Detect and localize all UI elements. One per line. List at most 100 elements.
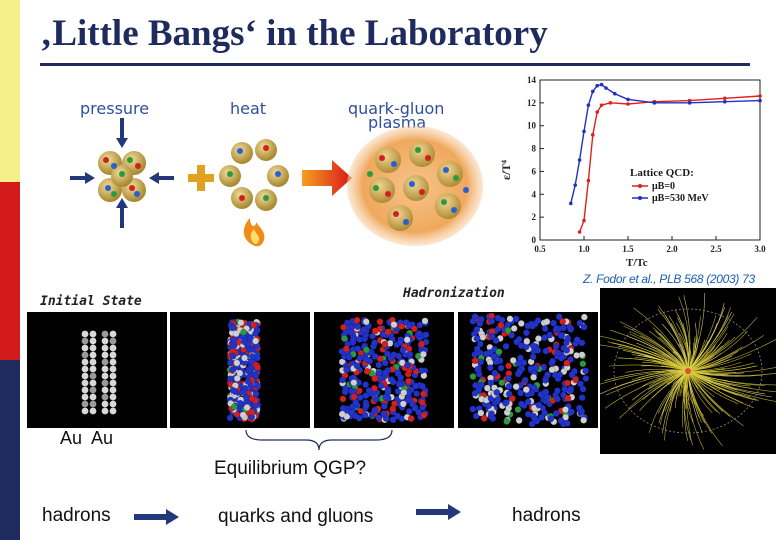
nucleon — [81, 400, 89, 408]
pressure-label: pressure — [80, 99, 149, 118]
parton — [577, 380, 584, 388]
nucleon — [89, 386, 97, 394]
parton — [513, 338, 521, 346]
parton — [362, 381, 370, 389]
parton — [530, 373, 538, 381]
parton — [400, 389, 408, 397]
parton — [380, 402, 388, 410]
parton — [535, 335, 542, 343]
parton — [338, 410, 346, 418]
chart-x-axis-label: T/Tc — [626, 257, 648, 269]
nucleon — [101, 330, 109, 338]
parton — [524, 398, 532, 406]
nucleon — [81, 372, 89, 380]
parton — [505, 390, 513, 398]
parton — [582, 375, 590, 382]
parton — [420, 390, 427, 398]
parton — [516, 368, 524, 376]
parton — [362, 318, 370, 326]
parton — [535, 401, 543, 409]
parton — [382, 393, 390, 401]
track — [687, 326, 729, 372]
nucleon — [81, 379, 89, 387]
series-1-point — [577, 230, 582, 234]
parton — [505, 382, 513, 390]
parton — [252, 390, 260, 398]
nucleon — [101, 393, 109, 401]
parton — [564, 394, 572, 402]
parton — [395, 381, 403, 388]
parton — [494, 395, 502, 403]
track — [605, 370, 689, 409]
series-1-point — [608, 101, 613, 105]
parton — [471, 389, 479, 397]
nucleon — [101, 400, 109, 408]
track — [687, 370, 713, 414]
parton — [381, 340, 389, 348]
nucleon — [89, 330, 97, 338]
parton — [361, 411, 369, 419]
parton — [415, 330, 423, 337]
parton — [503, 418, 511, 425]
parton — [363, 368, 371, 375]
parton — [541, 325, 549, 333]
heat-nucleons — [219, 139, 289, 211]
illustration-svg: pressure heat quark-gluon plasma — [70, 99, 483, 247]
track — [687, 370, 715, 398]
qgp-fireball — [338, 316, 430, 424]
parton — [226, 359, 234, 367]
flow-item-hadrons-final: hadrons — [512, 505, 581, 526]
parton — [529, 353, 537, 361]
nucleon — [89, 400, 97, 408]
track — [625, 368, 689, 373]
series-2-point — [599, 82, 604, 87]
parton — [389, 416, 397, 424]
y-tick-label: 8 — [532, 144, 537, 154]
parton — [241, 354, 248, 362]
parton — [389, 405, 397, 413]
parton — [486, 364, 494, 372]
nucleon — [109, 330, 117, 338]
parton — [567, 326, 575, 333]
legend-series-1: μB=0 — [652, 181, 675, 192]
track — [687, 370, 776, 392]
parton — [579, 360, 587, 368]
heat-label: heat — [230, 99, 266, 118]
parton — [553, 325, 561, 332]
parton — [349, 336, 357, 344]
snapshot-qgp — [314, 312, 454, 428]
side-bar-navy — [0, 360, 20, 540]
parton — [487, 379, 495, 387]
parton — [244, 378, 252, 385]
chart-credit: Z. Fodor et al., PLB 568 (2003) 73 — [583, 272, 755, 286]
parton — [342, 345, 350, 353]
parton — [407, 415, 415, 422]
lattice-qcd-chart: 0.5 1.0 1.5 2.0 2.5 3.0 0 2 4 6 8 10 12 14 ε/T⁴ T/Tc … — [496, 70, 780, 270]
chart-legend: Lattice QCD: μB=0 μB=530 MeV — [630, 167, 709, 204]
x-tick-label: 3.0 — [754, 244, 766, 254]
nucleon — [101, 344, 109, 352]
parton — [473, 335, 481, 343]
parton — [376, 318, 384, 326]
qgp-blob — [347, 126, 483, 246]
parton — [415, 408, 423, 416]
parton — [396, 338, 404, 346]
parton — [250, 321, 258, 329]
parton — [562, 406, 569, 414]
track — [687, 332, 728, 372]
parton — [517, 389, 525, 397]
parton — [369, 332, 377, 340]
parton — [405, 396, 413, 404]
parton — [252, 330, 260, 337]
parton — [473, 345, 481, 353]
nucleon — [81, 358, 89, 366]
series-2-point — [573, 183, 577, 187]
parton — [239, 411, 247, 419]
transition-arrow — [302, 160, 352, 196]
track — [687, 315, 729, 372]
parton — [492, 337, 500, 344]
pressure-heat-illustration: pressure heat quark-gluon plasma — [70, 78, 500, 258]
parton — [398, 322, 406, 330]
series-1-point — [591, 133, 595, 137]
series-1-point — [626, 102, 630, 106]
